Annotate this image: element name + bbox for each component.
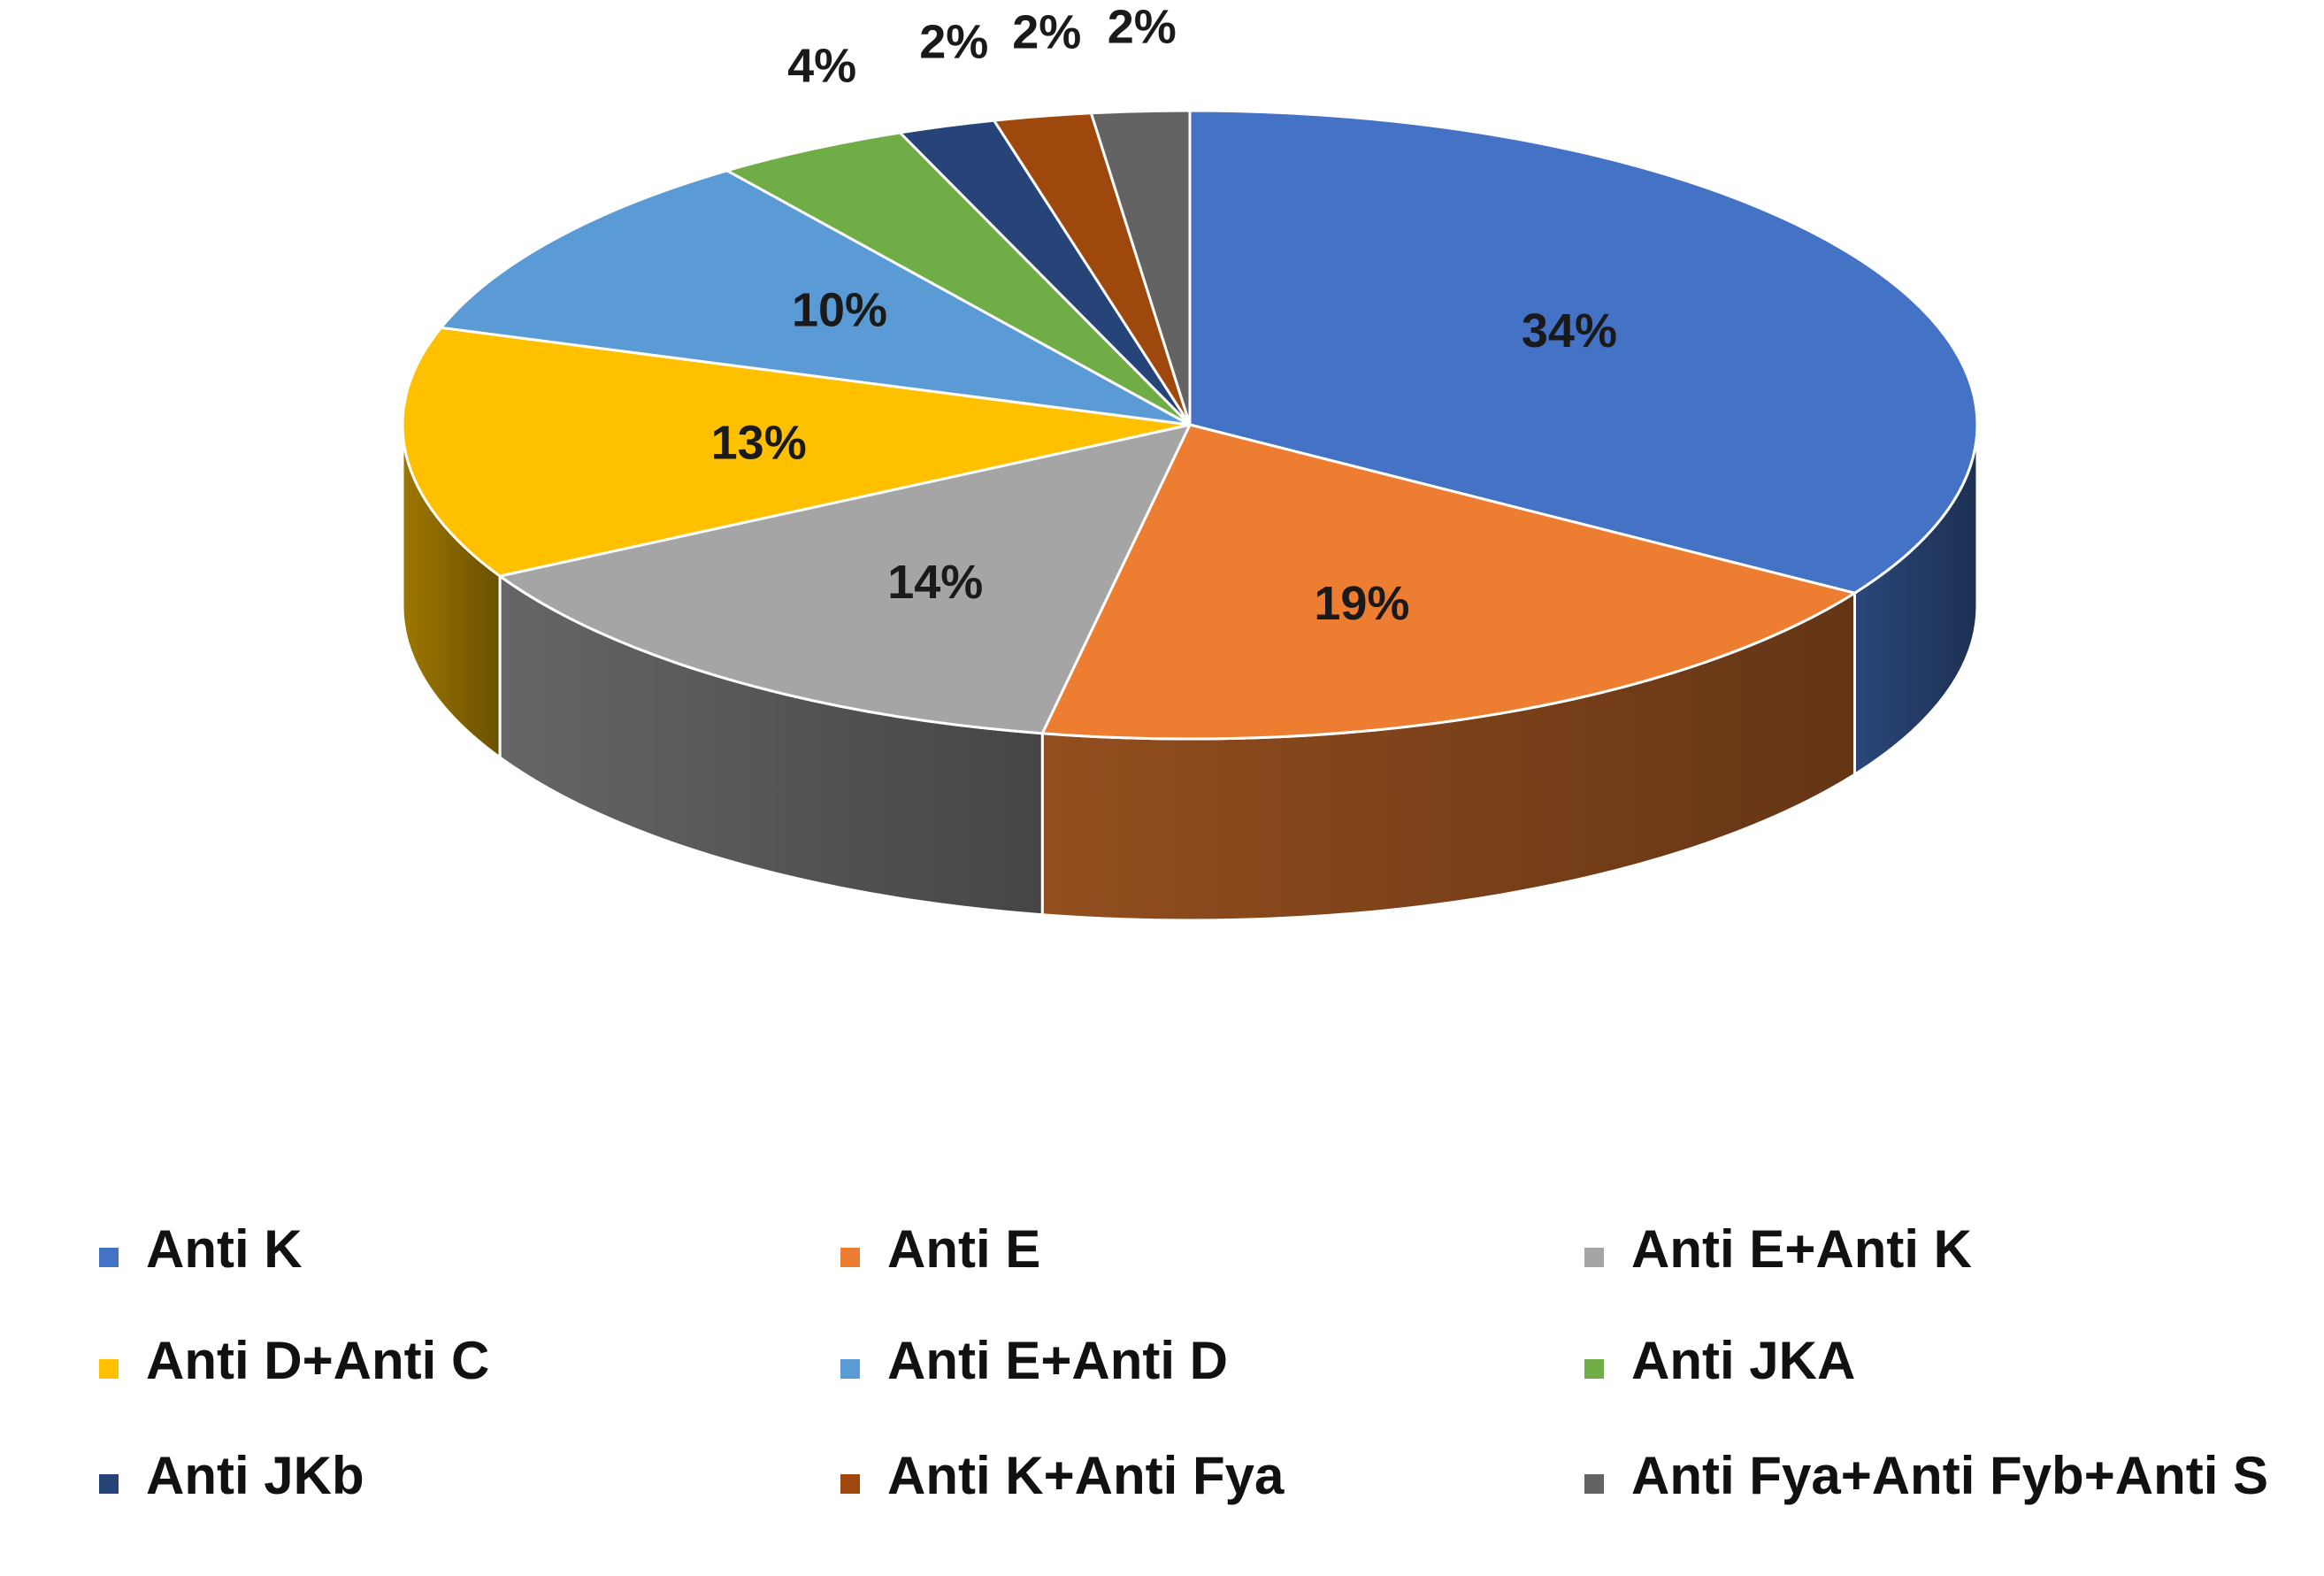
legend-label: Anti JKb — [146, 1446, 364, 1505]
legend-swatch — [99, 1359, 119, 1379]
legend-label: Anti K — [146, 1219, 303, 1279]
legend-item-anti-k-anti-fya: Anti K+Anti Fya — [840, 1446, 1285, 1505]
data-label-anti-k: 34% — [1522, 304, 1617, 357]
data-label-anti-e: 19% — [1314, 577, 1409, 630]
legend: Anti K Anti E Anti E+Anti K Anti D+Anti C An… — [99, 1219, 2268, 1505]
slice-anti-k — [1188, 109, 1979, 595]
data-label-anti-e-anti-d: 10% — [792, 284, 887, 337]
legend-swatch — [99, 1248, 119, 1267]
legend-label: Anti E+Anti D — [887, 1331, 1228, 1390]
legend-item-anti-e: Anti E — [840, 1219, 1040, 1279]
legend-item-anti-jka: Anti JKA — [1584, 1331, 1855, 1390]
legend-label: Anti E — [887, 1219, 1040, 1279]
data-label-anti-e-anti-k: 14% — [887, 556, 983, 609]
data-label-anti-jka: 4% — [787, 40, 856, 93]
legend-label: Anti D+Anti C — [146, 1331, 489, 1390]
pie-data-labels: 34% 19% 14% 13% 10% 4% 2% 2% 2% — [711, 1, 1617, 630]
legend-swatch — [840, 1359, 860, 1379]
slice-anti-e — [1040, 423, 1856, 741]
legend-label: Anti Fya+Anti Fyb+Anti S — [1631, 1446, 2268, 1505]
legend-label: Anti E+Anti K — [1631, 1219, 1972, 1279]
legend-label: Anti K+Anti Fya — [887, 1446, 1285, 1505]
legend-swatch — [840, 1248, 860, 1267]
legend-item-anti-e-anti-d: Anti E+Anti D — [840, 1331, 1228, 1390]
legend-swatch — [1584, 1248, 1604, 1267]
legend-item-anti-jkb: Anti JKb — [99, 1446, 364, 1505]
data-label-anti-k-anti-fya: 2% — [1012, 5, 1081, 58]
legend-item-anti-fya-anti-fyb-anti-s: Anti Fya+Anti Fyb+Anti S — [1584, 1446, 2268, 1505]
legend-item-anti-d-anti-c: Anti D+Anti C — [99, 1331, 489, 1390]
legend-item-anti-k: Anti K — [99, 1219, 303, 1279]
slice-anti-e-anti-k — [498, 423, 1192, 735]
slice-anti-jka — [725, 131, 1192, 427]
slice-anti-e-anti-d — [440, 169, 1192, 427]
legend-item-anti-e-anti-k: Anti E+Anti K — [1584, 1219, 1972, 1279]
legend-swatch — [1584, 1474, 1604, 1494]
data-label-anti-fya-anti-fyb-anti-s: 2% — [1108, 1, 1177, 54]
pie-sides — [401, 424, 1979, 922]
legend-swatch — [840, 1474, 860, 1494]
pie-top — [401, 109, 1979, 741]
legend-swatch — [99, 1474, 119, 1494]
slice-anti-d-anti-c — [401, 326, 1192, 578]
data-label-anti-d-anti-c: 13% — [711, 417, 807, 470]
legend-swatch — [1584, 1359, 1604, 1379]
data-label-anti-jkb: 2% — [919, 16, 988, 69]
slice-anti-fya-anti-fyb-anti-s — [1089, 109, 1192, 427]
legend-label: Anti JKA — [1631, 1331, 1855, 1390]
